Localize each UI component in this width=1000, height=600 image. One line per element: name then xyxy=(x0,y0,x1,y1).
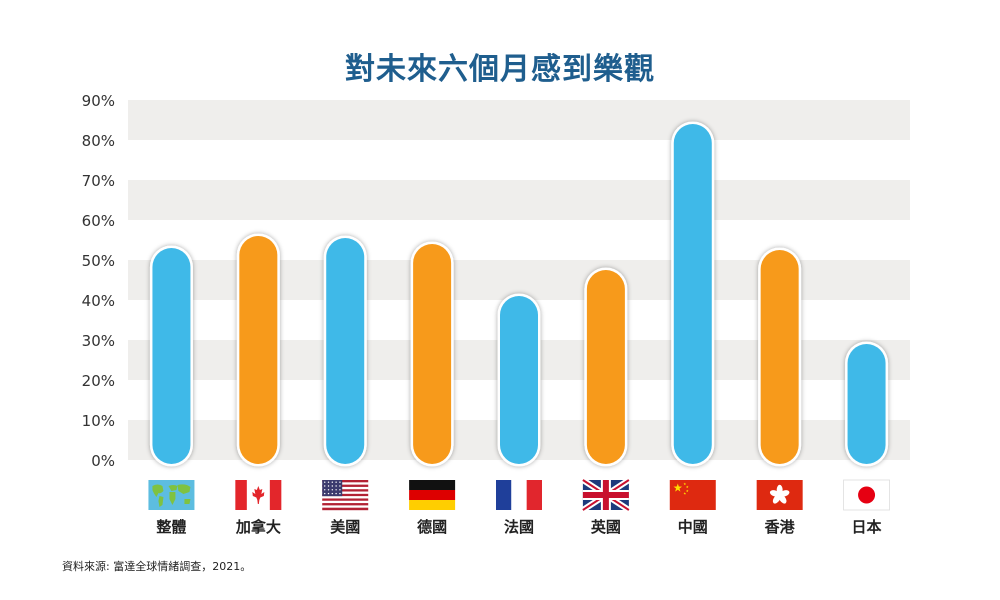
y-tick-label: 70% xyxy=(82,172,115,190)
bar xyxy=(673,124,712,464)
y-tick-label: 90% xyxy=(82,92,115,110)
bar xyxy=(239,236,278,464)
bar xyxy=(500,296,538,464)
y-tick-label: 20% xyxy=(82,372,115,390)
world-map-flag-icon xyxy=(148,480,195,510)
x-category-label: 德國 xyxy=(417,518,447,536)
x-axis-labels: 整體 加拿大 美國 德國 法國 英國 中國 香港 日本 xyxy=(156,518,881,536)
bars xyxy=(149,121,889,467)
japan-flag-icon xyxy=(843,479,890,511)
bar xyxy=(413,244,452,464)
y-tick-label: 40% xyxy=(82,292,115,310)
x-category-label: 美國 xyxy=(330,518,360,536)
x-category-label: 中國 xyxy=(678,518,708,536)
source-note: 資料來源: 富達全球情緒調查，2021。 xyxy=(62,560,252,573)
y-axis-ticks: 0% 10% 20% 30% 40% 50% 60% 70% 80% 90% xyxy=(82,92,115,470)
y-tick-label: 0% xyxy=(91,452,115,470)
china-flag-icon xyxy=(669,480,716,510)
bar xyxy=(586,270,625,464)
bar xyxy=(760,250,799,464)
france-flag-icon xyxy=(496,480,542,510)
x-category-label: 整體 xyxy=(156,518,186,536)
x-category-label: 法國 xyxy=(504,518,534,536)
flags xyxy=(148,477,890,513)
bar xyxy=(152,248,191,464)
y-tick-label: 10% xyxy=(82,412,115,430)
x-category-label: 日本 xyxy=(852,518,882,536)
bar xyxy=(847,344,886,464)
canada-flag-icon xyxy=(235,480,282,510)
hong-kong-flag-icon xyxy=(756,480,803,510)
x-category-label: 英國 xyxy=(591,518,621,536)
usa-flag-icon xyxy=(322,480,369,511)
y-tick-label: 50% xyxy=(82,252,115,270)
y-tick-label: 80% xyxy=(82,132,115,150)
germany-flag-icon xyxy=(409,480,456,510)
y-tick-label: 60% xyxy=(82,212,115,230)
uk-flag-icon xyxy=(581,477,631,513)
bar xyxy=(326,238,365,464)
chart-title: 對未來六個月感到樂觀 xyxy=(345,52,655,87)
x-category-label: 加拿大 xyxy=(235,518,281,536)
grid-band xyxy=(128,180,910,220)
grid-band xyxy=(128,100,910,140)
y-tick-label: 30% xyxy=(82,332,115,350)
x-category-label: 香港 xyxy=(765,518,796,536)
